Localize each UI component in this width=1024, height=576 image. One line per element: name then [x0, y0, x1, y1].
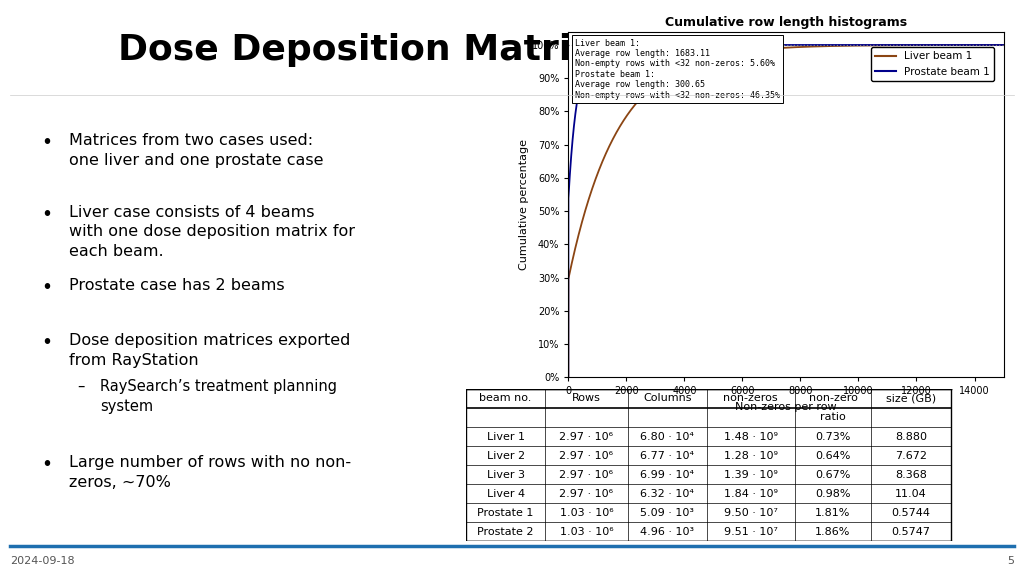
Text: 1.81%: 1.81%	[815, 508, 851, 518]
Y-axis label: Cumulative percentage: Cumulative percentage	[519, 139, 529, 270]
Text: Liver 3: Liver 3	[486, 469, 524, 480]
Text: •: •	[41, 133, 52, 152]
Text: 9.51 · 10⁷: 9.51 · 10⁷	[724, 527, 778, 537]
Text: size (GB): size (GB)	[886, 393, 936, 403]
Text: 1.03 · 10⁶: 1.03 · 10⁶	[560, 508, 613, 518]
Text: 2.97 · 10⁶: 2.97 · 10⁶	[559, 450, 613, 461]
Text: 1.86%: 1.86%	[815, 527, 851, 537]
Text: Liver 2: Liver 2	[486, 450, 524, 461]
Text: 8.368: 8.368	[895, 469, 927, 480]
Text: 11.04: 11.04	[895, 489, 927, 499]
Title: Cumulative row length histograms: Cumulative row length histograms	[665, 16, 907, 29]
Text: Prostate 2: Prostate 2	[477, 527, 534, 537]
Text: •: •	[41, 278, 52, 297]
Text: 0.73%: 0.73%	[815, 431, 851, 441]
Text: beam no.: beam no.	[479, 393, 531, 403]
Text: Prostate case has 2 beams: Prostate case has 2 beams	[70, 278, 285, 293]
Text: Liver beam 1:
Average row length: 1683.11
Non-empty rows with <32 non-zeros: 5.6: Liver beam 1: Average row length: 1683.1…	[574, 39, 780, 100]
Legend: Liver beam 1, Prostate beam 1: Liver beam 1, Prostate beam 1	[870, 47, 994, 81]
Text: Liver 4: Liver 4	[486, 489, 524, 499]
Text: RaySearch’s treatment planning
system: RaySearch’s treatment planning system	[100, 379, 337, 414]
Text: Rows: Rows	[572, 393, 601, 403]
Text: 1.28 · 10⁹: 1.28 · 10⁹	[724, 450, 778, 461]
Text: 1.03 · 10⁶: 1.03 · 10⁶	[560, 527, 613, 537]
Text: •: •	[41, 455, 52, 474]
Text: ♕: ♕	[52, 25, 62, 39]
Text: 0.64%: 0.64%	[815, 450, 851, 461]
Text: non-zeros: non-zeros	[724, 393, 778, 403]
Text: 2.97 · 10⁶: 2.97 · 10⁶	[559, 469, 613, 480]
Text: 1.84 · 10⁹: 1.84 · 10⁹	[724, 489, 778, 499]
Text: 2024-09-18: 2024-09-18	[10, 556, 75, 566]
Text: •: •	[41, 333, 52, 352]
Text: 6.77 · 10⁴: 6.77 · 10⁴	[640, 450, 694, 461]
Text: 5: 5	[1007, 556, 1014, 566]
Text: Liver 1: Liver 1	[486, 431, 524, 441]
Text: 7.672: 7.672	[895, 450, 927, 461]
Text: 0.5744: 0.5744	[892, 508, 931, 518]
Text: 6.99 · 10⁴: 6.99 · 10⁴	[640, 469, 694, 480]
Text: 0.67%: 0.67%	[815, 469, 851, 480]
Text: 1.39 · 10⁹: 1.39 · 10⁹	[724, 469, 778, 480]
Text: Prostate 1: Prostate 1	[477, 508, 534, 518]
Text: 8.880: 8.880	[895, 431, 927, 441]
Text: Matrices from two cases used:
one liver and one prostate case: Matrices from two cases used: one liver …	[70, 133, 324, 168]
Text: Dose deposition matrices exported
from RayStation: Dose deposition matrices exported from R…	[70, 333, 350, 367]
Text: –: –	[77, 379, 84, 394]
X-axis label: Non-zeros per row: Non-zeros per row	[735, 402, 837, 412]
Text: ratio: ratio	[820, 412, 846, 422]
Text: Columns: Columns	[643, 393, 691, 403]
Text: •: •	[41, 204, 52, 223]
Text: 9.50 · 10⁷: 9.50 · 10⁷	[724, 508, 778, 518]
Text: VETENSKAP: VETENSKAP	[43, 65, 72, 70]
Text: Liver case consists of 4 beams
with one dose deposition matrix for
each beam.: Liver case consists of 4 beams with one …	[70, 204, 355, 259]
Text: Large number of rows with no non-
zeros, ~70%: Large number of rows with no non- zeros,…	[70, 455, 351, 490]
Text: 6.32 · 10⁴: 6.32 · 10⁴	[640, 489, 694, 499]
Text: 5.09 · 10³: 5.09 · 10³	[640, 508, 694, 518]
Text: Dose Deposition Matrices: Dose Deposition Matrices	[118, 32, 638, 67]
Text: 1.48 · 10⁹: 1.48 · 10⁹	[724, 431, 778, 441]
Text: 2.97 · 10⁶: 2.97 · 10⁶	[559, 489, 613, 499]
Text: KTH: KTH	[41, 50, 74, 62]
Text: 0.5747: 0.5747	[892, 527, 931, 537]
Text: 2.97 · 10⁶: 2.97 · 10⁶	[559, 431, 613, 441]
Text: 4.96 · 10³: 4.96 · 10³	[640, 527, 694, 537]
Text: OCH KONST: OCH KONST	[43, 73, 72, 78]
Text: 0.98%: 0.98%	[815, 489, 851, 499]
Text: 6.80 · 10⁴: 6.80 · 10⁴	[640, 431, 694, 441]
Text: non-zero: non-zero	[809, 393, 857, 403]
